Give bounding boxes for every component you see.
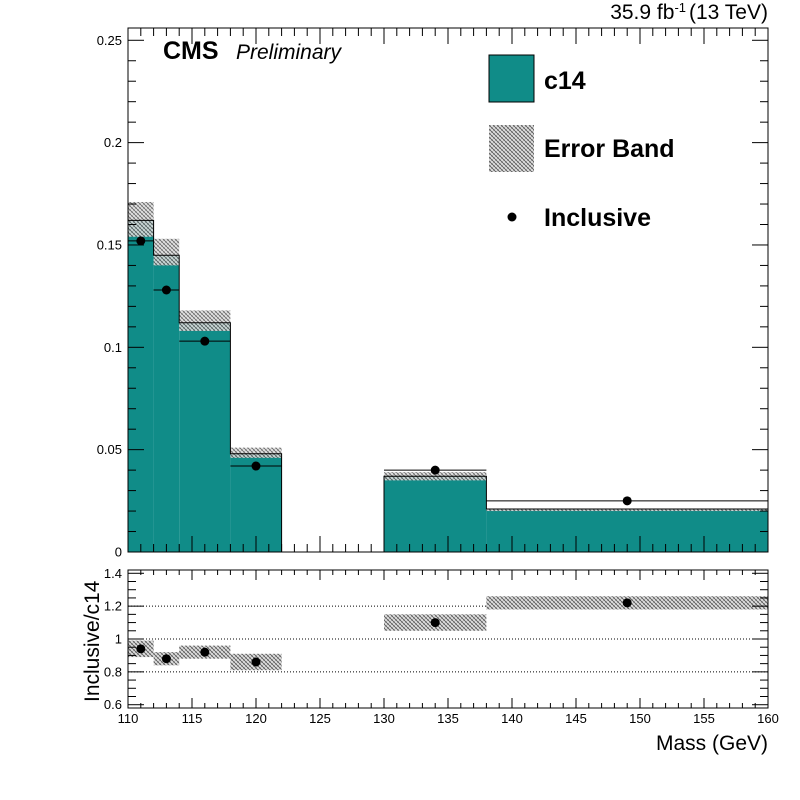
- legend-error-band-label: Error Band: [544, 135, 675, 163]
- main-data-points: [128, 236, 768, 506]
- x-tick-label: 145: [565, 711, 587, 726]
- ratio-y-tick-label: 1: [115, 632, 122, 647]
- energy-value: (13 TeV): [689, 1, 768, 24]
- legend-c14-label: c14: [544, 67, 586, 95]
- data-point: [622, 496, 632, 506]
- data-point: [136, 236, 146, 246]
- ratio-y-tick-label: 1.4: [104, 566, 122, 581]
- y-tick-label: 0.2: [104, 135, 122, 150]
- status-label: Preliminary: [236, 41, 343, 64]
- y-tick-label: 0.05: [97, 442, 122, 457]
- x-tick-label: 120: [245, 711, 267, 726]
- legend-inclusive-label: Inclusive: [544, 204, 651, 232]
- ratio-point: [136, 644, 146, 654]
- ratio-y-tick-label: 0.8: [104, 664, 122, 679]
- x-axis-title: Mass (GeV): [656, 732, 768, 755]
- ratio-y-tick-label: 0.6: [104, 697, 122, 712]
- x-tick-label: 115: [182, 711, 203, 726]
- error-band-bin: [486, 509, 768, 512]
- data-point: [200, 336, 210, 346]
- x-tick-label: 110: [118, 711, 139, 726]
- x-tick-label: 130: [373, 711, 395, 726]
- y-tick-label: 0.15: [97, 237, 122, 252]
- histogram-bar: [128, 220, 154, 552]
- legend-c14-swatch: [488, 54, 535, 103]
- luminosity-value: 35.9 fb: [610, 1, 674, 24]
- histogram-bar: [384, 476, 487, 552]
- x-tick-label: 160: [757, 711, 779, 726]
- error-band-bin: [179, 310, 231, 331]
- luminosity-exponent: -1: [674, 0, 686, 15]
- legend-inclusive-marker: [507, 212, 517, 222]
- error-band-bin: [128, 201, 154, 237]
- ratio-axes: 0.6 0.8 1 1.2 1.4 110 115 120 125 130 135 140 145 150…: [104, 566, 779, 726]
- legend: c14 Error Band Inclusive: [488, 54, 675, 232]
- ratio-point: [622, 598, 632, 608]
- error-band-bin: [230, 447, 282, 458]
- main-histogram-outline: [127, 219, 769, 553]
- luminosity-label: 35.9 fb-1 (13 TeV): [610, 0, 768, 24]
- histogram-outline: [127, 219, 769, 553]
- ratio-y-tick-label: 1.2: [104, 599, 122, 614]
- ratio-point: [430, 618, 440, 628]
- x-tick-label: 150: [629, 711, 651, 726]
- y-tick-label: 0.25: [97, 33, 122, 48]
- ratio-y-axis-title: Inclusive/c14: [81, 580, 104, 702]
- data-point: [161, 285, 171, 295]
- error-band-bin: [153, 238, 180, 266]
- data-point: [430, 465, 440, 475]
- experiment-label: CMS: [163, 37, 219, 65]
- legend-error-band-swatch: [489, 125, 534, 172]
- x-tick-label: 135: [437, 711, 459, 726]
- x-tick-label: 155: [693, 711, 715, 726]
- data-point: [251, 461, 261, 471]
- x-tick-label: 125: [309, 711, 331, 726]
- ratio-data-points: [136, 598, 632, 667]
- x-tick-label: 140: [501, 711, 523, 726]
- y-tick-label: 0.1: [104, 340, 122, 355]
- main-axes: 0 0.05 0.1 0.15 0.2 0.25: [97, 28, 769, 560]
- histogram-bar: [153, 255, 180, 552]
- ratio-point: [251, 657, 261, 667]
- ratio-point: [200, 647, 210, 657]
- ratio-point: [161, 654, 171, 664]
- ratio-error-band: [128, 596, 768, 671]
- histogram-bar: [179, 322, 231, 552]
- y-tick-label: 0: [115, 545, 122, 560]
- main-histogram-fill: [128, 220, 768, 552]
